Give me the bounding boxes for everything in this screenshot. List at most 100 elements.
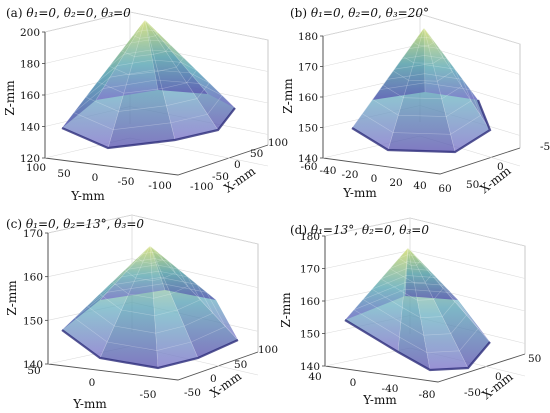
panel-condition: θ₁=0 (311, 6, 341, 20)
panel-letter: (a) (6, 6, 26, 20)
separator: , (392, 223, 400, 237)
surface-facet (145, 20, 208, 94)
z-tick-label: 160 (20, 90, 40, 102)
z-axis-title: Z-mm (5, 280, 19, 316)
y-tick-label: -50 (118, 176, 135, 188)
surface-ridge (407, 247, 469, 369)
y-tick-label: -40 (320, 165, 337, 177)
z-tick-label: 170 (300, 264, 320, 276)
surface-contour (73, 79, 223, 131)
y-tick-label: -100 (148, 180, 172, 192)
separator: , (341, 6, 349, 20)
floor-edge (47, 351, 259, 381)
surface-contour (392, 55, 453, 82)
surface-ridge (423, 27, 491, 131)
panel-condition: θ₃=0 (114, 217, 144, 231)
y-tick-label: 40 (413, 180, 426, 192)
surface-facet (405, 248, 458, 300)
z-tick-label: 180 (298, 31, 318, 43)
surface-ridge (407, 247, 491, 343)
y-axis-title: Y-mm (72, 397, 107, 411)
y-axis-title: Y-mm (362, 393, 397, 407)
surface-ridge (144, 19, 219, 131)
y-tick-label: -20 (342, 169, 359, 181)
x-tick-label: 0 (234, 159, 241, 171)
surface-contour (371, 275, 456, 319)
x-tick-label: 100 (268, 137, 288, 149)
surface-contour (382, 64, 463, 100)
surface-contour (132, 29, 159, 39)
panel-condition: θ₁=0 (26, 217, 56, 231)
x-axis-title: X-mm (477, 163, 514, 196)
surface-ridge (61, 245, 151, 331)
surface-ridge (144, 19, 159, 91)
z-gridline (324, 217, 526, 247)
surface-ridge (407, 247, 431, 371)
z-tick-label: 140 (300, 361, 320, 373)
separator: , (56, 217, 64, 231)
x-tick-label: -50 (464, 387, 481, 399)
surface-ridge (371, 27, 425, 101)
y-tick-label: -60 (301, 161, 318, 173)
surface-ridge (61, 19, 146, 129)
y-tick-label: 40 (308, 371, 321, 383)
y-tick-label: 0 (89, 377, 96, 389)
surface-ridge (423, 27, 456, 153)
y-axis-title: Y-mm (342, 186, 377, 200)
surface-ridge (107, 19, 146, 149)
surface-contour (86, 277, 214, 334)
surface-contour (413, 36, 434, 47)
surface-ridge (407, 247, 459, 301)
y-tick-label: 0 (371, 173, 378, 185)
surface-ridge (387, 27, 425, 151)
surface-ridge (144, 19, 176, 141)
x-tick-label: 50 (466, 179, 479, 191)
y-tick-label: 0 (350, 377, 357, 389)
surface-contour (120, 39, 172, 57)
panel-c: 140150160170Z-mm500-50Y-mm-50050100X-mm(… (5, 214, 278, 411)
surface-ridge (149, 245, 239, 341)
x-tick-label: 0 (210, 373, 217, 385)
z-tick-label: 160 (23, 272, 43, 284)
z-tick-label: 180 (300, 231, 320, 243)
panel-condition: θ₁=0 (26, 6, 56, 20)
surface-contour (99, 270, 201, 317)
x-tick-label: 0 (497, 161, 504, 173)
z-tick-label: 150 (23, 315, 43, 327)
z-tick-label: 140 (23, 359, 43, 371)
z-tick-label: 200 (20, 27, 40, 39)
surface-contour (398, 254, 421, 266)
x-tick-label: 50 (528, 353, 541, 365)
floor-edge (322, 147, 521, 175)
x-tick-label: -50 (540, 141, 550, 153)
z-tick-label: 160 (298, 92, 318, 104)
y-tick-label: 50 (27, 365, 40, 377)
surface-ridge (95, 19, 146, 101)
surface-ridge (144, 19, 236, 109)
surface-facet (345, 248, 408, 320)
z-tick-label: 170 (23, 228, 43, 240)
separator: , (378, 6, 386, 20)
surface-contour (85, 69, 210, 112)
surface-ridge (99, 245, 151, 359)
floor-edge (324, 353, 526, 383)
z-gridline (47, 214, 259, 245)
z-axis-title: Z-mm (281, 78, 295, 114)
z-tick-label: 180 (20, 59, 40, 71)
y-tick-label: -40 (382, 383, 399, 395)
panel-condition: θ₂=13° (63, 217, 106, 231)
surface-rim (61, 107, 236, 150)
z-axis-title: Z-mm (279, 292, 293, 328)
surface-contour (353, 288, 479, 353)
separator: , (107, 217, 115, 231)
panel-condition: θ₃=0 (399, 223, 429, 237)
surface-facet (352, 28, 424, 128)
floor-edge (44, 144, 269, 176)
z-tick-label: 150 (300, 329, 320, 341)
panel-title: (c) θ₁=0, θ₂=13°, θ₃=0 (6, 217, 144, 231)
x-tick-label: 100 (258, 344, 278, 356)
z-gridline (47, 258, 259, 288)
